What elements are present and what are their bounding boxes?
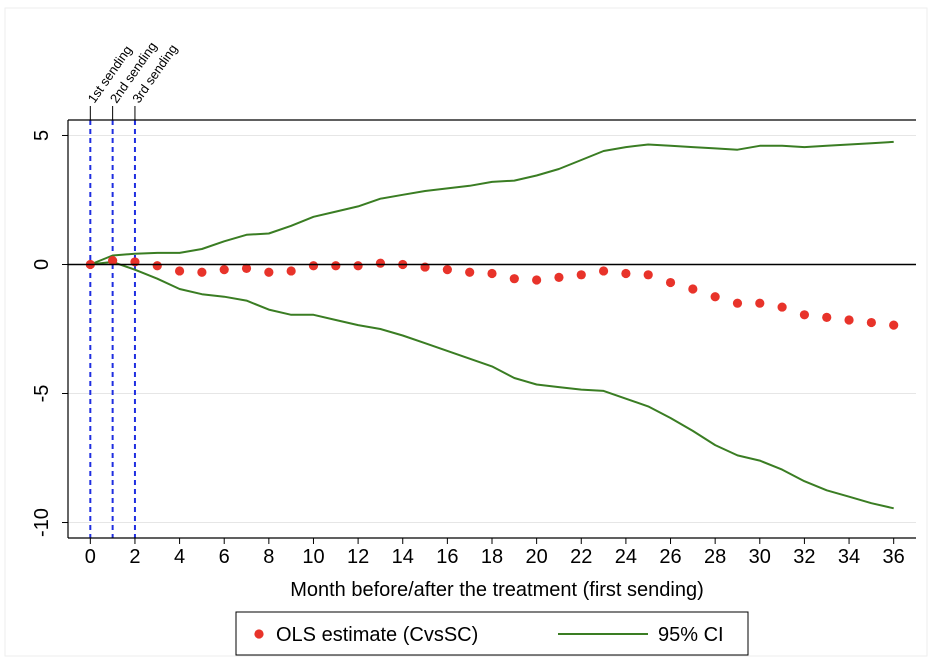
x-tick-label-1: 2 <box>129 546 140 568</box>
y-axis-ticks: 5 0 -5 -10 <box>31 130 68 537</box>
ci-line-upper <box>89 140 894 266</box>
x-tick-label-15: 30 <box>749 546 771 568</box>
ols-point-month-26 <box>665 277 676 288</box>
x-tick-label-18: 36 <box>883 546 905 568</box>
ols-point-month-30 <box>755 298 765 308</box>
x-tick-label-5: 10 <box>302 546 324 568</box>
confidence-interval-lines <box>89 140 894 510</box>
chart-outer-frame <box>4 7 928 657</box>
ols-point-month-3 <box>152 261 162 271</box>
x-axis-label: Month before/after the treatment (first … <box>290 579 704 601</box>
ols-point-month-8 <box>264 267 274 277</box>
ols-point-month-29 <box>732 298 743 308</box>
x-tick-label-0: 0 <box>85 546 96 568</box>
x-tick-label-9: 18 <box>481 546 503 568</box>
ols-point-month-28 <box>710 292 720 302</box>
x-tick-label-2: 4 <box>174 546 185 568</box>
y-tick-label-0: 5 <box>31 130 53 141</box>
ols-point-month-23 <box>598 266 609 276</box>
y-tick-label-1: 0 <box>31 259 53 270</box>
x-tick-label-7: 14 <box>392 546 414 568</box>
ols-point-month-7 <box>241 263 252 273</box>
ols-point-month-19 <box>509 274 519 284</box>
ols-point-month-5 <box>197 267 207 277</box>
ols-point-month-11 <box>331 261 341 271</box>
ols-point-month-27 <box>688 284 698 294</box>
y-tick-label-2: -5 <box>31 385 53 403</box>
ols-point-month-22 <box>576 270 586 280</box>
ols-point-month-20 <box>532 275 542 285</box>
x-tick-label-3: 6 <box>219 546 230 568</box>
x-tick-label-8: 16 <box>436 546 458 568</box>
x-tick-label-4: 8 <box>263 546 274 568</box>
x-tick-label-12: 24 <box>615 546 637 568</box>
ols-point-month-18 <box>487 268 497 279</box>
x-tick-label-10: 20 <box>526 546 548 568</box>
ols-point-month-1 <box>108 256 118 266</box>
legend: OLS estimate (CvsSC) 95% CI <box>235 611 749 656</box>
x-tick-label-6: 12 <box>347 546 369 568</box>
legend-box <box>235 611 749 656</box>
ols-point-month-24 <box>621 268 631 279</box>
ols-point-month-36 <box>889 320 899 330</box>
ols-point-month-10 <box>308 261 319 271</box>
legend-label-estimate: OLS estimate (CvsSC) <box>276 624 478 646</box>
ols-point-month-16 <box>442 265 452 275</box>
ols-point-month-34 <box>844 315 854 325</box>
legend-dot-marker <box>254 629 264 639</box>
ols-point-month-33 <box>822 312 832 322</box>
y-tick-label-3: -10 <box>31 508 53 537</box>
ols-point-month-6 <box>219 265 229 275</box>
ols-point-month-4 <box>174 266 185 276</box>
ols-point-month-9 <box>286 266 296 276</box>
x-axis-ticks: 0 2 4 6 8 10 12 14 16 18 20 22 24 26 28 30 32 34 36 <box>85 538 905 568</box>
x-tick-label-14: 28 <box>704 546 726 568</box>
x-tick-label-11: 22 <box>570 546 592 568</box>
ols-point-month-25 <box>643 270 653 280</box>
legend-label-ci: 95% CI <box>658 624 724 646</box>
x-tick-label-17: 34 <box>838 546 860 568</box>
ols-point-month-21 <box>554 272 564 282</box>
ols-point-month-32 <box>799 310 810 320</box>
x-tick-label-13: 26 <box>659 546 681 568</box>
ols-point-month-17 <box>465 267 475 277</box>
ci-line-lower <box>90 260 894 510</box>
ols-point-month-35 <box>866 317 876 328</box>
x-tick-label-16: 32 <box>793 546 815 568</box>
ols-point-month-12 <box>353 261 363 271</box>
ols-point-month-31 <box>777 302 787 312</box>
ols-point-month-13 <box>375 258 386 268</box>
